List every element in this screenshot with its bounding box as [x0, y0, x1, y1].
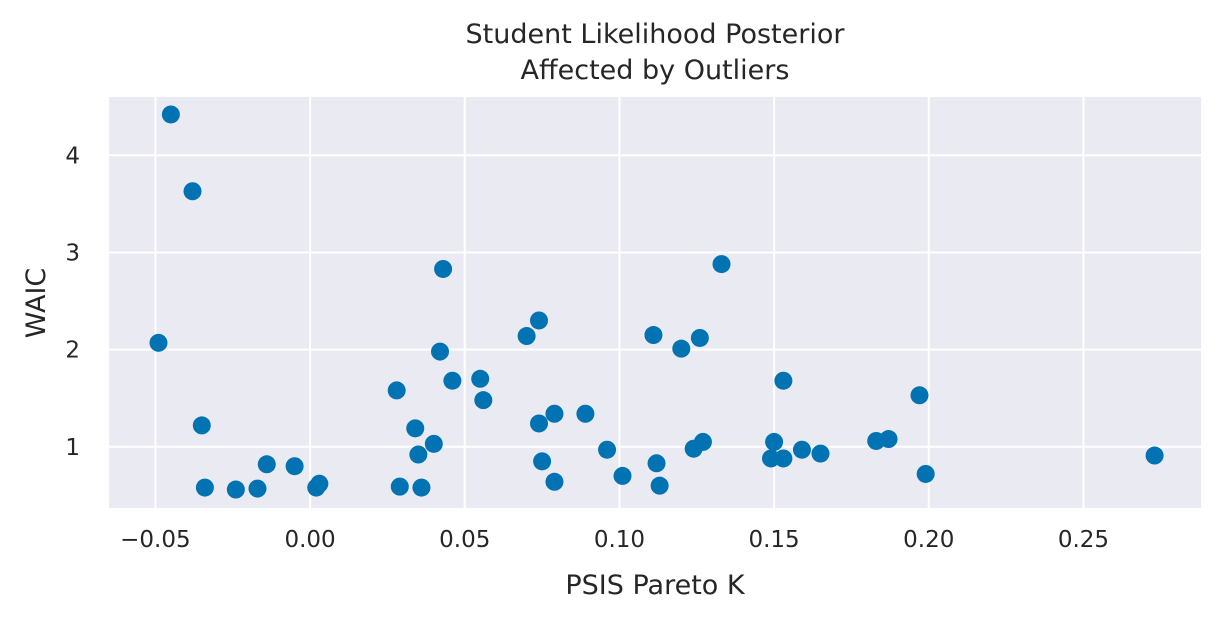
data-point: [412, 478, 431, 497]
data-point: [672, 339, 691, 358]
x-tick-label: −0.05: [120, 527, 190, 553]
x-axis-label: PSIS Pareto K: [565, 570, 746, 601]
x-tick-labels: −0.05 0.00 0.05 0.10 0.15 0.20 0.25: [120, 527, 1109, 553]
data-point: [811, 444, 830, 463]
data-point: [545, 404, 564, 423]
y-tick-label: 2: [65, 338, 80, 364]
data-point: [161, 105, 180, 124]
y-tick-labels: 1 2 3 4: [65, 143, 80, 460]
data-point: [576, 404, 595, 423]
data-point: [774, 371, 793, 390]
x-tick-label: 0.10: [594, 527, 645, 553]
y-tick-label: 1: [65, 435, 80, 461]
data-point: [762, 449, 781, 468]
data-point: [192, 416, 211, 435]
x-tick-label: 0.00: [284, 527, 335, 553]
data-point: [529, 311, 548, 330]
data-point: [650, 476, 669, 495]
plot-background: [109, 97, 1201, 508]
data-point: [474, 391, 493, 410]
data-point: [390, 477, 409, 496]
data-point: [517, 327, 536, 346]
data-point: [471, 369, 490, 388]
data-point: [598, 440, 617, 459]
y-tick-label: 3: [65, 240, 80, 266]
grid: [109, 97, 1201, 508]
x-tick-label: 0.15: [748, 527, 799, 553]
y-tick-label: 4: [65, 143, 80, 169]
data-point: [613, 466, 632, 485]
data-point: [183, 182, 202, 201]
data-point: [916, 464, 935, 483]
data-points: [149, 105, 1164, 499]
x-tick-label: 0.25: [1058, 527, 1109, 553]
data-point: [792, 440, 811, 459]
data-point: [774, 449, 793, 468]
data-point: [644, 326, 663, 345]
chart-title-line-2: Affected by Outliers: [521, 55, 790, 86]
data-point: [910, 386, 929, 405]
data-point: [226, 480, 245, 499]
data-point: [443, 371, 462, 390]
data-point: [434, 259, 453, 278]
data-point: [529, 414, 548, 433]
x-tick-label: 0.05: [439, 527, 490, 553]
data-point: [693, 432, 712, 451]
chart-title-line-1: Student Likelihood Posterior: [466, 19, 846, 50]
data-point: [1145, 446, 1164, 465]
x-tick-label: 0.20: [903, 527, 954, 553]
data-point: [248, 479, 267, 498]
y-axis-label: WAIC: [21, 268, 52, 339]
data-point: [533, 452, 552, 471]
data-point: [285, 457, 304, 476]
data-point: [690, 328, 709, 347]
data-point: [387, 381, 406, 400]
data-point: [545, 472, 564, 491]
data-point: [647, 454, 666, 473]
data-point: [195, 478, 214, 497]
data-point: [149, 333, 168, 352]
data-point: [712, 255, 731, 274]
data-point: [257, 455, 276, 474]
data-point: [424, 434, 443, 453]
data-point: [406, 419, 425, 438]
data-point: [310, 474, 329, 493]
data-point: [431, 342, 450, 361]
data-point: [409, 445, 428, 464]
data-point: [765, 432, 784, 451]
data-point: [879, 430, 898, 449]
